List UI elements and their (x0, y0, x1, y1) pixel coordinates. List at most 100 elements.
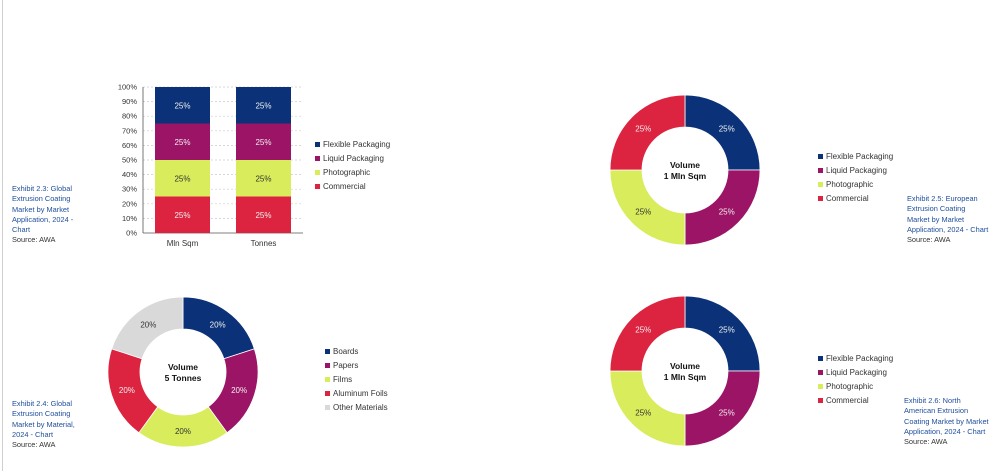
caption-source: Source: AWA (907, 235, 951, 245)
y-tick-label: 60% (122, 141, 137, 150)
legend-exhibit-2-3: Flexible Packaging Liquid Packaging Photog… (315, 138, 390, 193)
legend-label: Commercial (826, 395, 869, 405)
legend-item: Photographic (315, 166, 390, 180)
legend-exhibit-2-4: Boards Papers Films Aluminum Foils Other Mat… (325, 345, 388, 414)
legend-item: Boards (325, 345, 388, 359)
donut-center-value: 5 Tonnes (165, 373, 202, 383)
y-tick-label: 80% (122, 112, 137, 121)
legend-swatch (818, 397, 823, 403)
bar-data-label: 25% (174, 138, 190, 147)
legend-item: Photographic (818, 380, 893, 394)
legend-swatch (818, 370, 823, 376)
bar-data-label: 25% (255, 174, 271, 183)
legend-item: Flexible Packaging (315, 138, 390, 152)
legend-swatch (325, 376, 330, 382)
donut-data-label: 25% (719, 325, 735, 334)
bar-segment (155, 87, 210, 124)
legend-swatch (325, 349, 330, 355)
legend-swatch (315, 142, 320, 148)
bar-segment (236, 196, 291, 233)
bar-segment (155, 160, 210, 197)
y-tick-label: 30% (122, 185, 137, 194)
donut-data-label: 20% (210, 320, 226, 329)
bar-segment (236, 87, 291, 124)
donut-data-label: 25% (719, 208, 735, 217)
donut-data-label: 25% (719, 124, 735, 133)
caption-exhibit-2-4: Exhibit 2.4: Global Extrusion Coating Ma… (12, 399, 82, 450)
donut-center-value: 1 Mln Sqm (664, 372, 707, 382)
legend-label: Photographic (323, 167, 371, 177)
legend-swatch (325, 363, 330, 369)
legend-item: Films (325, 373, 388, 387)
legend-item: Commercial (818, 393, 893, 407)
legend-label: Commercial (323, 181, 366, 191)
x-tick-label: Tonnes (251, 239, 277, 248)
y-tick-label: 90% (122, 97, 137, 106)
legend-label: Other Materials (333, 402, 388, 412)
bar-segment (236, 160, 291, 197)
caption-source: Source: AWA (12, 235, 56, 245)
legend-exhibit-2-6: Flexible Packaging Liquid Packaging Photog… (818, 352, 893, 407)
legend-item: Other Materials (325, 400, 388, 414)
donut-center-title: Volume (168, 362, 198, 372)
legend-item: Liquid Packaging (315, 152, 390, 166)
donut-center-title: Volume (670, 160, 700, 170)
x-tick-label: Mln Sqm (167, 239, 199, 248)
donut-slice (111, 296, 184, 360)
caption-exhibit-2-3: Exhibit 2.3: Global Extrusion Coating Ma… (12, 184, 78, 246)
donut-center-title: Volume (670, 361, 700, 371)
y-tick-label: 20% (122, 199, 137, 208)
bar-data-label: 25% (255, 101, 271, 110)
caption-text: Exhibit 2.6: North American Extrusion Co… (904, 396, 989, 436)
legend-item: Papers (325, 359, 388, 373)
legend-swatch (325, 404, 330, 410)
caption-text: Exhibit 2.3: Global Extrusion Coating Ma… (12, 184, 74, 235)
legend-swatch (315, 183, 320, 189)
legend-swatch (315, 156, 320, 162)
donut-data-label: 20% (175, 427, 191, 436)
legend-label: Commercial (826, 193, 869, 203)
donut-slice (609, 295, 686, 372)
caption-source: Source: AWA (904, 437, 948, 447)
bar-data-label: 25% (255, 211, 271, 220)
legend-label: Boards (333, 347, 359, 357)
legend-label: Photographic (826, 179, 874, 189)
bar-data-label: 25% (174, 101, 190, 110)
legend-item: Commercial (818, 191, 893, 205)
donut-data-label: 20% (231, 386, 247, 395)
donut-center-value: 1 Mln Sqm (664, 171, 707, 181)
y-tick-label: 40% (122, 170, 137, 179)
caption-exhibit-2-5: Exhibit 2.5: European Extrusion Coating … (907, 194, 989, 245)
donut-data-label: 25% (719, 409, 735, 418)
legend-swatch (818, 168, 823, 174)
bar-segment (236, 123, 291, 160)
caption-exhibit-2-6: Exhibit 2.6: North American Extrusion Co… (904, 396, 990, 447)
legend-item: Liquid Packaging (818, 164, 893, 178)
legend-label: Flexible Packaging (323, 140, 391, 150)
legend-item: Liquid Packaging (818, 366, 893, 380)
donut-data-label: 25% (635, 208, 651, 217)
legend-item: Photographic (818, 178, 893, 192)
legend-label: Papers (333, 361, 359, 371)
y-tick-label: 50% (122, 156, 137, 165)
legend-item: Commercial (315, 179, 390, 193)
donut-data-label: 20% (119, 386, 135, 395)
bar-segment (155, 123, 210, 160)
legend-item: Flexible Packaging (818, 352, 893, 366)
legend-label: Liquid Packaging (826, 368, 887, 378)
y-tick-label: 70% (122, 126, 137, 135)
donut-data-label: 25% (635, 124, 651, 133)
bar-data-label: 25% (174, 211, 190, 220)
legend-swatch (818, 383, 823, 389)
page-border (2, 0, 3, 471)
y-tick-label: 0% (126, 229, 137, 238)
legend-swatch (818, 154, 823, 160)
bar-data-label: 25% (174, 174, 190, 183)
legend-label: Liquid Packaging (323, 154, 384, 164)
bar-data-label: 25% (255, 138, 271, 147)
y-tick-label: 100% (118, 83, 138, 92)
donut-slice (609, 94, 686, 171)
legend-label: Liquid Packaging (826, 166, 887, 176)
y-tick-label: 10% (122, 214, 137, 223)
